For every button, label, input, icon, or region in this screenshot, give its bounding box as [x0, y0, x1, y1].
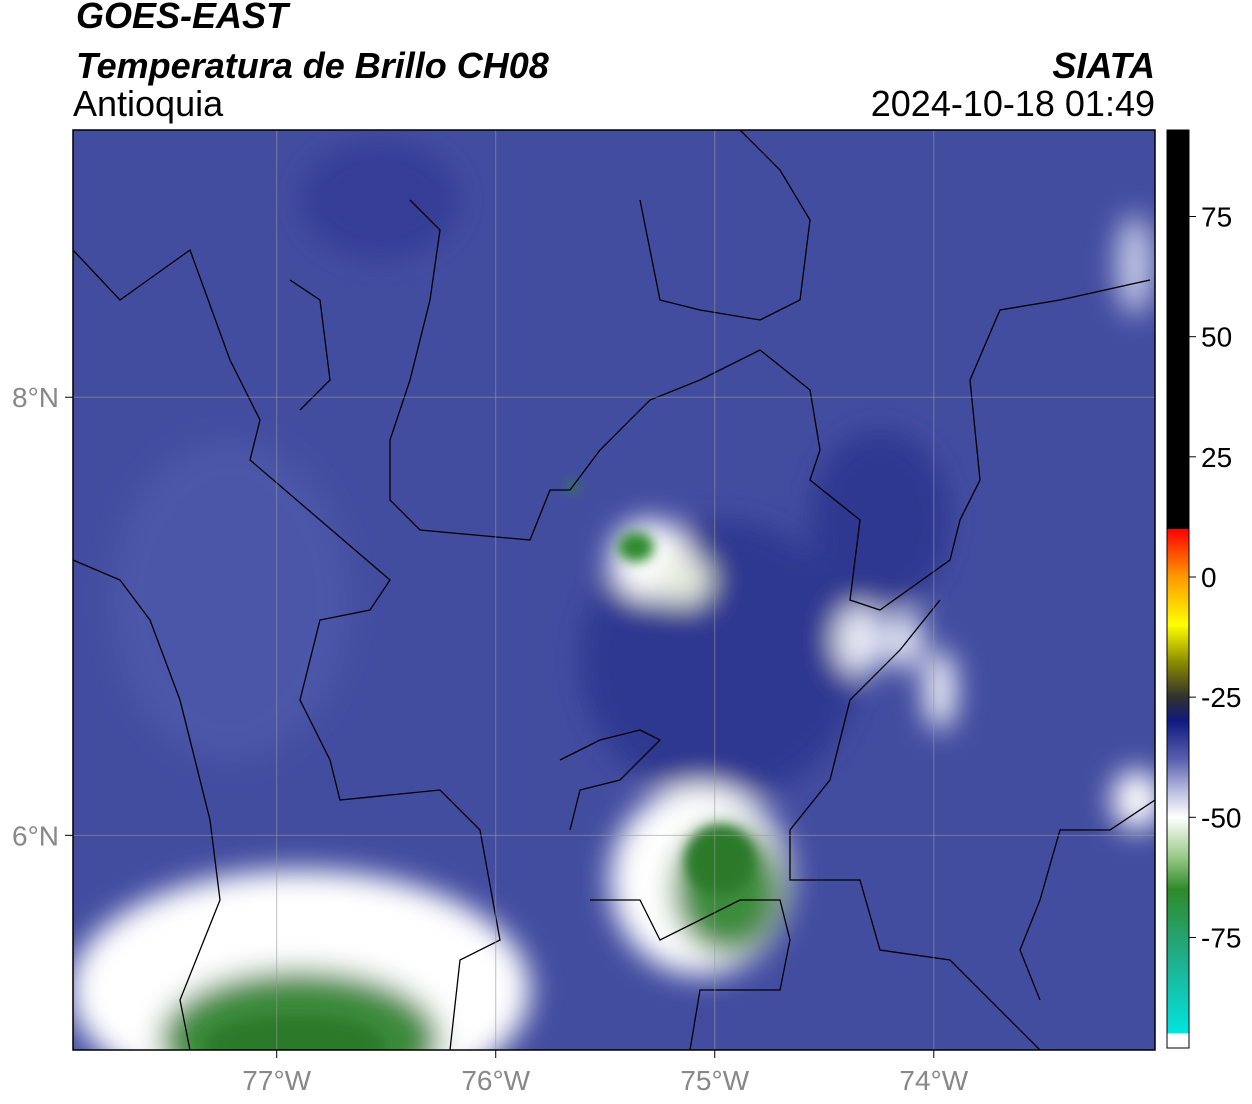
- datetime: 2024-10-18 01:49: [871, 83, 1155, 124]
- x-tick-label: 76°W: [461, 1065, 530, 1096]
- colorbar-tick-label: -25: [1201, 682, 1241, 713]
- map-frame: [72, 129, 1156, 1051]
- y-tick-label: 8°N: [12, 382, 59, 413]
- colorbar-tick-label: 0: [1201, 562, 1217, 593]
- x-tick-label: 74°W: [899, 1065, 968, 1096]
- colorbar-tick-label: 50: [1201, 322, 1232, 353]
- colorbar: [1166, 129, 1190, 1049]
- region: Antioquia: [73, 83, 224, 124]
- colorbar-tick-label: -50: [1201, 802, 1241, 833]
- source: SIATA: [1052, 45, 1155, 86]
- satellite-image: [73, 130, 1155, 1050]
- subtitle: Temperatura de Brillo CH08: [76, 45, 549, 86]
- x-tick-label: 77°W: [242, 1065, 311, 1096]
- colorbar-tick-label: -75: [1201, 922, 1241, 953]
- y-tick-label: 6°N: [12, 820, 59, 851]
- colorbar-tick-label: 75: [1201, 202, 1232, 233]
- x-tick-label: 75°W: [680, 1065, 749, 1096]
- colorbar-tick-label: 25: [1201, 442, 1232, 473]
- title: GOES-EAST: [76, 0, 291, 36]
